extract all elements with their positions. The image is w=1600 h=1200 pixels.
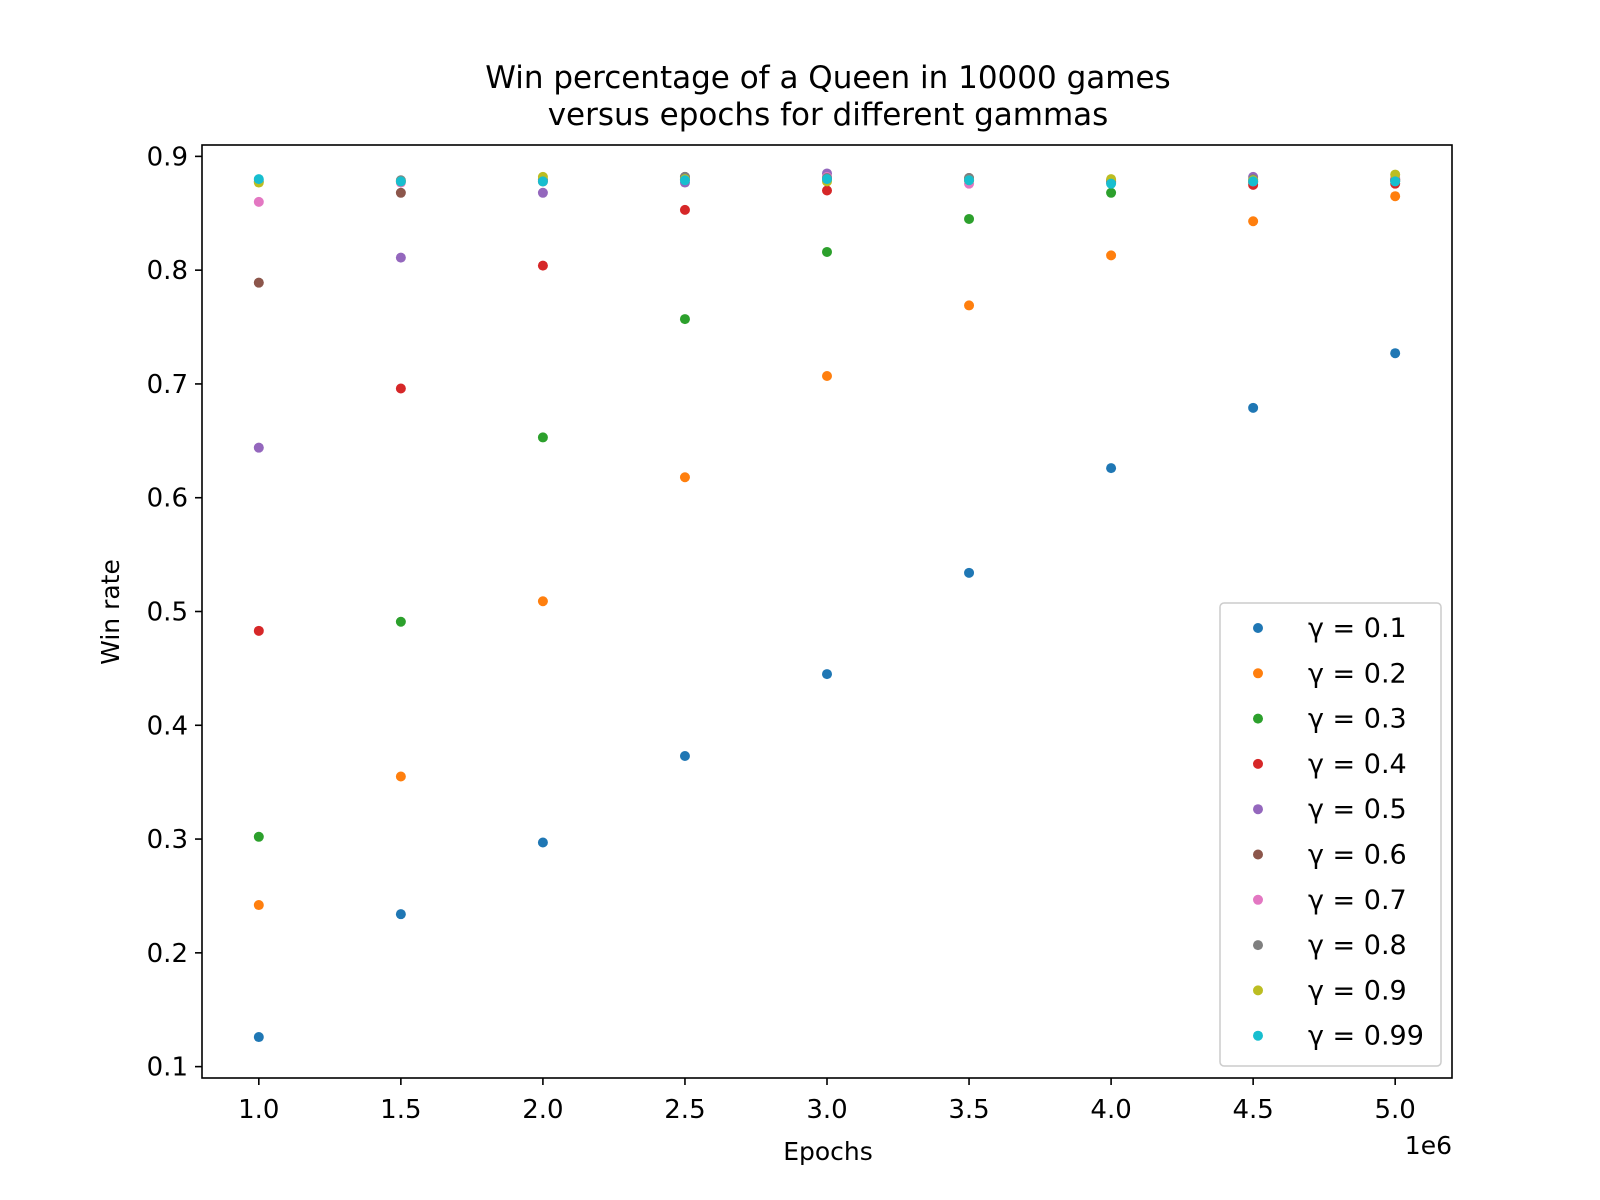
- x-tick-label: 1.0: [238, 1095, 279, 1125]
- data-point: [964, 567, 975, 578]
- data-point: [679, 751, 690, 762]
- legend-marker: [1253, 713, 1263, 724]
- data-point: [679, 472, 690, 483]
- data-point: [1390, 176, 1401, 187]
- legend-marker: [1253, 985, 1263, 996]
- data-point: [253, 277, 264, 288]
- data-point: [537, 176, 548, 187]
- data-point: [253, 1032, 264, 1043]
- data-point: [253, 196, 264, 207]
- y-tick-label: 0.7: [147, 370, 188, 400]
- data-point: [1248, 402, 1259, 413]
- x-axis: 1.0 1.5 2.0 2.5 3.0 3.5 4.0 4.5 5.0: [238, 1078, 1416, 1125]
- y-axis: 0.1 0.2 0.3 0.4 0.5 0.6 0.7 0.8 0.9: [147, 142, 202, 1083]
- series-9: [253, 174, 1401, 189]
- data-point: [537, 260, 548, 271]
- data-point: [964, 300, 975, 311]
- data-point: [395, 771, 406, 782]
- legend-label: γ = 0.5: [1308, 794, 1407, 825]
- x-axis-offset-label: 1e6: [1405, 1131, 1452, 1160]
- legend-label: γ = 0.3: [1308, 704, 1407, 735]
- legend-marker: [1253, 940, 1263, 951]
- x-tick-label: 1.5: [380, 1095, 421, 1125]
- data-point: [1106, 187, 1117, 198]
- series-0: [253, 348, 1401, 1043]
- legend-label: γ = 0.9: [1308, 975, 1407, 1006]
- legend-marker: [1253, 758, 1263, 769]
- legend-label: γ = 0.8: [1308, 930, 1407, 961]
- x-tick-label: 2.5: [664, 1095, 705, 1125]
- y-tick-label: 0.2: [147, 939, 188, 969]
- data-point: [964, 213, 975, 224]
- data-point: [253, 900, 264, 911]
- data-point: [1106, 250, 1117, 261]
- data-point: [1248, 216, 1259, 227]
- legend-label: γ = 0.1: [1308, 613, 1407, 644]
- data-point: [395, 176, 406, 187]
- x-tick-label: 2.0: [522, 1095, 563, 1125]
- x-tick-label: 4.0: [1090, 1095, 1131, 1125]
- chart-title-line-1: Win percentage of a Queen in 10000 games: [485, 60, 1170, 96]
- data-point: [964, 175, 975, 186]
- data-point: [1390, 191, 1401, 202]
- data-point: [395, 909, 406, 920]
- data-point: [822, 370, 832, 381]
- data-points: [253, 168, 1401, 1043]
- data-point: [1390, 348, 1401, 359]
- data-point: [253, 625, 264, 636]
- data-point: [1106, 463, 1117, 474]
- y-tick-label: 0.1: [147, 1053, 188, 1083]
- x-tick-label: 3.0: [806, 1095, 847, 1125]
- legend-label: γ = 0.4: [1308, 749, 1407, 780]
- legend-marker: [1253, 668, 1263, 679]
- y-tick-label: 0.4: [147, 711, 188, 741]
- y-tick-label: 0.3: [147, 825, 188, 855]
- data-point: [537, 837, 548, 848]
- data-point: [395, 252, 406, 263]
- legend-label: γ = 0.6: [1308, 840, 1407, 871]
- data-point: [1248, 176, 1259, 187]
- legend-marker: [1253, 1030, 1263, 1041]
- y-tick-label: 0.5: [147, 598, 188, 628]
- y-axis-label: Win rate: [96, 559, 125, 665]
- x-tick-label: 3.5: [948, 1095, 989, 1125]
- legend-marker: [1253, 804, 1263, 815]
- legend-frame: [1219, 602, 1442, 1067]
- legend: γ = 0.1 γ = 0.2 γ = 0.3 γ = 0.4 γ = 0.5 γ = 0…: [1219, 602, 1442, 1067]
- data-point: [679, 204, 690, 215]
- data-point: [1106, 178, 1117, 189]
- data-point: [253, 442, 264, 453]
- data-point: [822, 174, 832, 185]
- data-point: [537, 187, 548, 198]
- x-tick-label: 4.5: [1232, 1095, 1273, 1125]
- legend-marker: [1253, 849, 1263, 860]
- legend-label: γ = 0.99: [1308, 1021, 1424, 1052]
- legend-label: γ = 0.7: [1308, 885, 1407, 916]
- data-point: [395, 383, 406, 394]
- data-point: [537, 432, 548, 443]
- y-tick-label: 0.6: [147, 484, 188, 514]
- data-point: [395, 187, 406, 198]
- data-point: [253, 831, 264, 842]
- data-point: [395, 616, 406, 627]
- data-point: [253, 174, 264, 185]
- x-tick-label: 5.0: [1375, 1095, 1416, 1125]
- data-point: [679, 175, 690, 186]
- y-tick-label: 0.9: [147, 142, 188, 172]
- chart-title-line-2: versus epochs for different gammas: [548, 97, 1109, 133]
- data-point: [679, 314, 690, 325]
- data-point: [822, 669, 832, 680]
- series-1: [253, 191, 1401, 911]
- data-point: [822, 185, 832, 196]
- x-axis-label: Epochs: [783, 1137, 873, 1166]
- y-tick-label: 0.8: [147, 256, 188, 286]
- data-point: [822, 246, 832, 257]
- legend-label: γ = 0.2: [1308, 658, 1407, 689]
- data-point: [537, 596, 548, 607]
- legend-marker: [1253, 623, 1263, 633]
- legend-marker: [1253, 894, 1263, 905]
